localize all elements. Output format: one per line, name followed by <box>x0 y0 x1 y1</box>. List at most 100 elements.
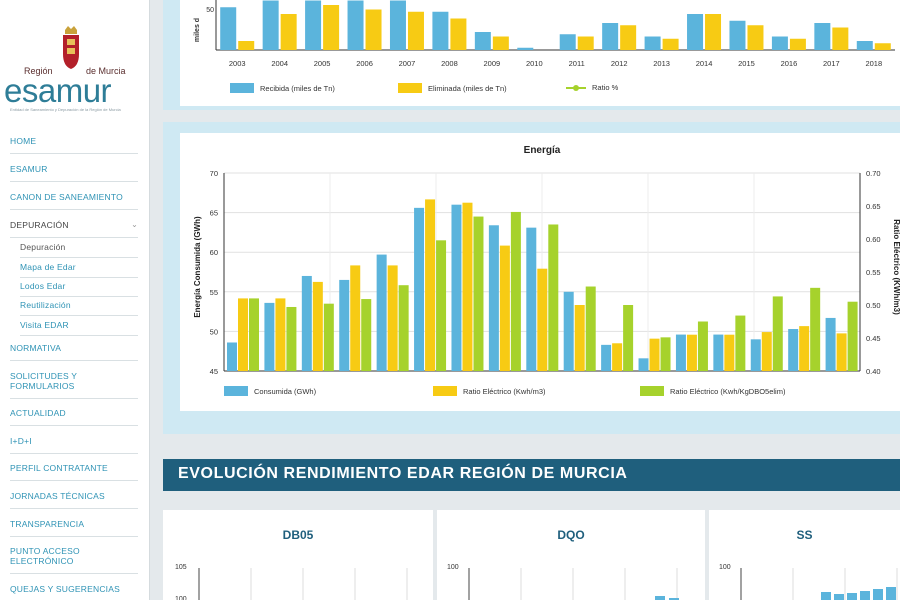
chart1-bar-recibida <box>771 36 788 50</box>
energy-bar-ratio-m3 <box>238 298 248 371</box>
chart1-bar-eliminada <box>323 5 340 50</box>
energy-bar-consumida <box>638 358 649 371</box>
chart1-bar-eliminada <box>280 14 297 50</box>
energy-y-tick: 45 <box>210 367 218 376</box>
energy-bar-consumida <box>264 302 275 371</box>
energy-bar-ratio-dbo5 <box>623 305 634 371</box>
nav-item-canon[interactable]: CANON DE SANEAMIENTO <box>10 192 138 210</box>
energy-y-tick: 70 <box>210 169 218 178</box>
energy-bar-ratio-dbo5 <box>735 315 746 371</box>
nav-item-solicitudes[interactable]: SOLICITUDES Y FORMULARIOS <box>10 371 138 399</box>
energy-bar-ratio-m3 <box>275 298 286 371</box>
energy-bar-ratio-dbo5 <box>585 286 596 371</box>
chart1-bar-eliminada <box>365 9 382 50</box>
energy-bar-ratio-dbo5 <box>323 303 334 371</box>
energy-chart-title: Energía <box>524 145 561 156</box>
energy-chart-card: Energía Energía Consumida (GWh) Ratio El… <box>180 133 900 411</box>
esamur-logo-subtitle: Entidad de Saneamiento y Depuración de l… <box>10 107 121 112</box>
subnav-item-visita-edar[interactable]: Visita EDAR <box>20 320 138 336</box>
chart1-x-tick: 2012 <box>611 59 628 68</box>
energy-bar-ratio-m3 <box>649 338 660 371</box>
nav-item-perfil-contratante[interactable]: PERFIL CONTRATANTE <box>10 463 138 481</box>
energy-bar-ratio-dbo5 <box>473 216 484 371</box>
chart1-x-tick: 2017 <box>823 59 840 68</box>
nav-item-transparencia[interactable]: TRANSPARENCIA <box>10 519 138 537</box>
energy-bar-consumida <box>526 227 537 371</box>
chevron-down-icon[interactable]: ⌄ <box>131 220 138 229</box>
energy-bar-consumida <box>750 339 761 371</box>
energy-chart-panel: Energía Energía Consumida (GWh) Ratio El… <box>163 122 900 434</box>
energy-bar-consumida <box>414 207 425 371</box>
energy-bar-consumida <box>376 254 387 371</box>
nav-item-quejas[interactable]: QUEJAS Y SUGERENCIAS <box>10 584 138 600</box>
chart1-bar-recibida <box>432 11 449 50</box>
esamur-logo[interactable]: esamur <box>4 72 112 109</box>
energy-y-tick: 60 <box>210 248 218 257</box>
chart1-bar-recibida <box>644 36 661 50</box>
chart1-bar-eliminada <box>620 25 637 50</box>
mini-chart-tick: 100 <box>447 564 459 571</box>
energy-bar-consumida <box>227 342 237 371</box>
mini-chart-grid <box>468 568 679 600</box>
subnav-item-lodos-edar[interactable]: Lodos Edar <box>20 281 138 297</box>
coat-of-arms-icon <box>63 26 79 69</box>
chart1-x-tick: 2013 <box>653 59 670 68</box>
chart1-x-tick: 2018 <box>865 59 882 68</box>
chart1-x-tick: 2009 <box>484 59 501 68</box>
energy-bar-ratio-m3 <box>761 332 772 371</box>
energy-bar-ratio-m3 <box>425 199 436 371</box>
chart1-bar-eliminada <box>492 36 509 50</box>
energy-bar-ratio-m3 <box>836 333 847 371</box>
chart1-x-tick: 2003 <box>229 59 246 68</box>
energy-bar-consumida <box>339 279 350 371</box>
legend-recibida[interactable]: Recibida (miles de Tn) <box>230 83 335 93</box>
chart1-bar-recibida <box>262 0 279 50</box>
legend-consumida[interactable]: Consumida (GWh) <box>224 386 316 396</box>
chart1-bar-eliminada <box>450 18 467 50</box>
mini-chart-title: DB05 <box>282 528 314 542</box>
nav-item-actualidad[interactable]: ACTUALIDAD <box>10 408 138 426</box>
subnav-item-depuracion[interactable]: Depuración <box>20 242 138 258</box>
region-logo[interactable]: Región de Murcia <box>0 26 150 76</box>
energy-y2-tick: 0.60 <box>866 235 881 244</box>
nav-item-normativa[interactable]: NORMATIVA <box>10 343 138 361</box>
nav-item-depuracion[interactable]: DEPURACIÓN ⌄ <box>10 220 138 238</box>
chart1-bar-recibida <box>814 23 831 50</box>
energy-y2-tick: 0.65 <box>866 202 881 211</box>
energy-bar-ratio-dbo5 <box>660 337 671 371</box>
chart1-x-tick: 2014 <box>696 59 713 68</box>
legend-ratio[interactable]: Ratio % <box>566 83 618 92</box>
section-banner: EVOLUCIÓN RENDIMIENTO EDAR REGIÓN DE MUR… <box>163 459 900 491</box>
energy-bar-ratio-m3 <box>499 245 510 371</box>
chart1-bar-recibida <box>729 20 746 50</box>
nav-item-esamur[interactable]: ESAMUR <box>10 164 138 182</box>
legend-swatch-yellow <box>398 83 422 93</box>
energy-bar-ratio-dbo5 <box>510 211 521 371</box>
legend-ratio-electrico-dbo5[interactable]: Ratio Eléctrico (Kwh/KgDBO5elim) <box>640 386 785 396</box>
energy-bar-ratio-m3 <box>724 334 735 371</box>
chart1-bar-eliminada <box>874 43 891 50</box>
energy-bar-consumida <box>563 291 574 371</box>
mini-chart-dbo5: DB05 105 100 <box>163 510 433 600</box>
energy-bar-consumida <box>788 329 799 371</box>
legend-ratio-electrico-m3[interactable]: Ratio Eléctrico (Kwh/m3) <box>433 386 546 396</box>
nav-item-punto-acceso[interactable]: PUNTO ACCESO ELECTRÓNICO <box>10 546 138 574</box>
energy-bar-ratio-dbo5 <box>810 287 821 371</box>
chart1-bar-recibida <box>602 23 619 50</box>
energy-bar-ratio-dbo5 <box>398 285 409 371</box>
chart1-x-tick: 2010 <box>526 59 543 68</box>
legend-line-green <box>566 84 586 91</box>
legend-eliminada[interactable]: Eliminada (miles de Tn) <box>398 83 507 93</box>
nav-item-jornadas[interactable]: JORNADAS TÉCNICAS <box>10 491 138 509</box>
subnav-item-reutilizacion[interactable]: Reutilización <box>20 300 138 316</box>
chart1-bar-recibida <box>517 47 534 50</box>
energy-bar-consumida <box>451 204 462 371</box>
energy-y2-tick: 0.55 <box>866 268 881 277</box>
nav-item-idi[interactable]: I+D+i <box>10 436 138 454</box>
mini-chart-dqo: DQO 100 <box>437 510 705 600</box>
energy-bar-ratio-m3 <box>462 202 473 371</box>
energy-bar-ratio-m3 <box>350 265 361 371</box>
nav-item-home[interactable]: HOME <box>10 136 138 154</box>
mini-chart-grid <box>198 568 408 600</box>
subnav-item-mapa-edar[interactable]: Mapa de Edar <box>20 262 138 278</box>
